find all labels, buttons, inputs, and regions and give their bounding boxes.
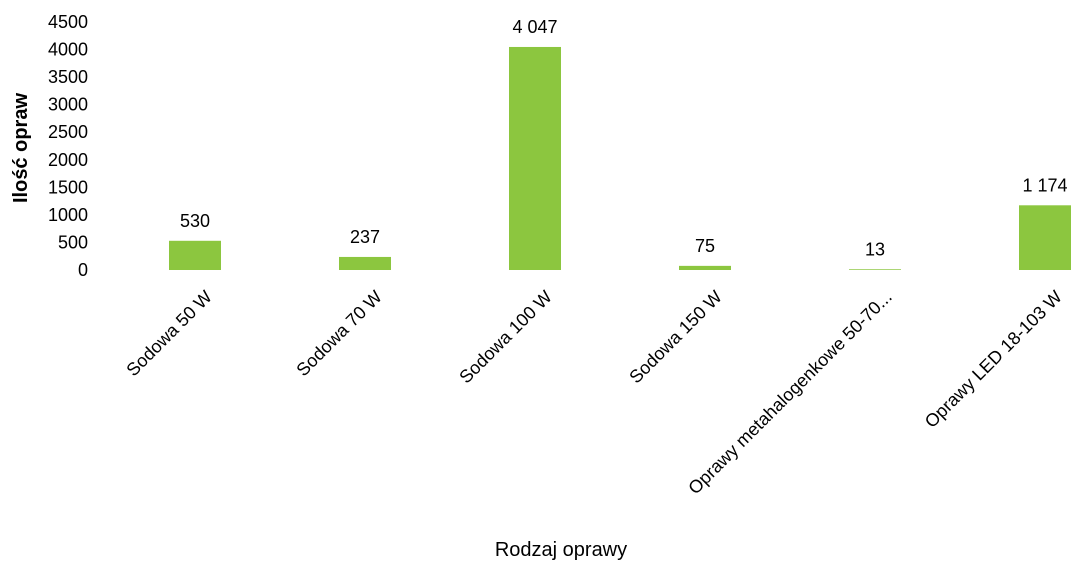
- bar-value-label: 75: [695, 236, 715, 256]
- y-tick-label: 1500: [48, 177, 88, 197]
- bar: [1019, 205, 1071, 270]
- y-axis-ticks: 0 500 1000 1500 2000 2500 3000 3500 4000 4500: [48, 12, 88, 280]
- data-labels: 530 237 4 047 75 13 1 174: [180, 17, 1068, 259]
- x-category-label: Oprawy LED 18-103 W: [921, 287, 1066, 432]
- bar-value-label: 1 174: [1022, 175, 1067, 195]
- bar: [849, 269, 901, 270]
- y-tick-label: 500: [58, 232, 88, 252]
- bar-value-label: 13: [865, 239, 885, 259]
- bar-value-label: 530: [180, 211, 210, 231]
- bars: [169, 46, 1071, 270]
- x-category-label: Sodowa 70 W: [292, 287, 385, 380]
- x-axis-title: Rodzaj oprawy: [495, 539, 627, 561]
- y-tick-label: 2500: [48, 122, 88, 142]
- bar: [679, 265, 731, 270]
- x-category-label: Oprawy metahalogenkowe 50-70...: [684, 287, 896, 499]
- y-tick-label: 4000: [48, 40, 88, 60]
- bar: [169, 240, 221, 270]
- y-tick-label: 3500: [48, 67, 88, 87]
- y-tick-label: 0: [78, 260, 88, 280]
- x-category-label: Sodowa 100 W: [455, 287, 555, 387]
- bar-value-label: 237: [350, 227, 380, 247]
- y-tick-label: 2000: [48, 150, 88, 170]
- y-tick-label: 1000: [48, 205, 88, 225]
- bar: [509, 46, 561, 270]
- y-tick-label: 4500: [48, 12, 88, 32]
- x-category-label: Sodowa 50 W: [122, 287, 215, 380]
- x-category-label: Sodowa 150 W: [625, 287, 725, 387]
- category-labels: Sodowa 50 W Sodowa 70 W Sodowa 100 W Sodowa…: [122, 287, 1065, 499]
- bar-value-label: 4 047: [512, 17, 557, 37]
- y-axis-title: Ilość opraw: [10, 93, 32, 203]
- bar: [339, 256, 391, 270]
- y-tick-label: 3000: [48, 95, 88, 115]
